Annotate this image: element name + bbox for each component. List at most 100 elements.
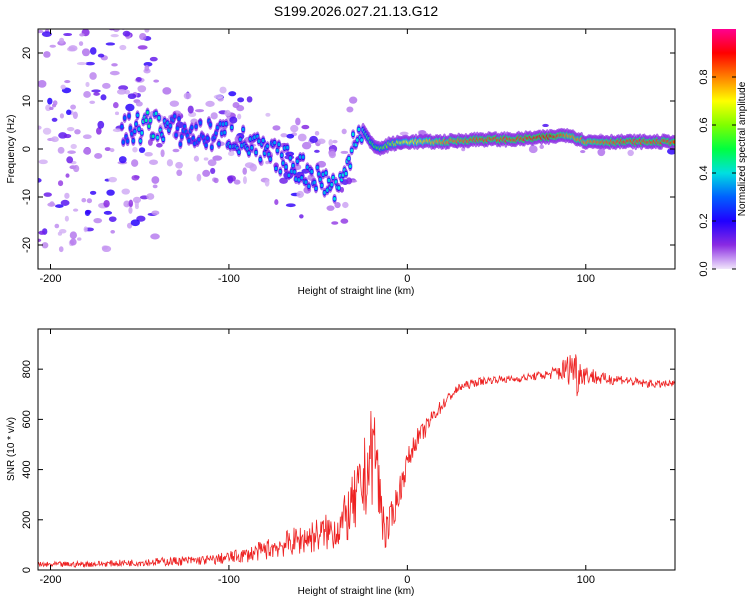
- spectrogram-noise-blob: [64, 79, 71, 84]
- spectrogram-ridge-core: [273, 140, 276, 145]
- spectrogram-noise-blob: [58, 246, 64, 253]
- spectrogram-ridge-core: [216, 125, 219, 130]
- spectrogram-noise-blob: [150, 233, 160, 240]
- spectrogram-ridge-core: [139, 139, 142, 143]
- spectrogram-noise-blob: [194, 109, 205, 113]
- spectrogram-noise-blob: [125, 103, 135, 112]
- spectrogram-ridge-core: [247, 151, 251, 155]
- spectrogram-noise-blob: [265, 112, 271, 117]
- spectrogram-noise-blob: [242, 176, 247, 185]
- spectrogram-ridge-core: [168, 123, 172, 128]
- spectrogram-noise-blob: [542, 123, 549, 128]
- spectrogram-ridge-core: [130, 132, 134, 136]
- spectrogram-ridge-core: [296, 159, 299, 164]
- spectrogram-noise-blob: [79, 17, 83, 23]
- spectrogram-noise-blob: [162, 87, 172, 95]
- spectrogram-noise-blob: [135, 76, 142, 82]
- spectrogram-noise-blob: [279, 177, 288, 184]
- spectrogram-ytick-label: 20: [21, 47, 33, 59]
- spectrogram-noise-blob: [50, 136, 59, 143]
- spectrogram-noise-blob: [89, 190, 97, 195]
- spectrogram-noise-blob: [66, 156, 74, 164]
- spectrogram-noise-blob: [210, 167, 216, 174]
- spectrogram-noise-blob: [45, 7, 51, 12]
- spectrogram-noise-blob: [66, 127, 75, 132]
- spectrogram-noise-blob: [83, 91, 91, 98]
- spectrogram-ridge-core: [157, 116, 161, 120]
- spectrogram-ridge-core: [176, 126, 179, 131]
- spectrogram-noise-blob: [89, 47, 97, 55]
- spectrogram-ridge-core: [120, 124, 124, 129]
- spectrogram-noise-blob: [193, 155, 200, 162]
- spectrogram-noise-blob: [106, 189, 115, 196]
- spectrogram-ridge-core: [304, 180, 308, 184]
- spectrogram-noise-blob: [112, 29, 120, 33]
- spectrogram-noise-blob: [237, 97, 245, 103]
- colorbar-tick-label: 0.2: [698, 213, 710, 228]
- spectrogram-ridge-core: [180, 134, 184, 139]
- spectrogram-noise-blob: [78, 41, 84, 46]
- spectrogram-marks: [35, 7, 675, 253]
- spectrogram-noise-blob: [114, 11, 124, 18]
- spectrogram-ridge-core: [326, 188, 329, 192]
- spectrogram-ridge-core: [254, 150, 258, 155]
- spectrogram-noise-blob: [35, 17, 44, 22]
- spectrogram-ridge-core: [250, 145, 254, 150]
- spectrogram-noise-blob: [326, 205, 335, 211]
- spectrogram-noise-blob: [111, 63, 118, 67]
- spectrogram-ridge-core: [306, 165, 309, 169]
- spectrogram-noise-blob: [137, 85, 147, 93]
- spectrogram-noise-blob: [128, 199, 134, 208]
- spectrogram-ridge-core: [351, 132, 355, 137]
- spectrogram-ridge-core: [217, 142, 221, 146]
- spectrogram-noise-blob: [86, 198, 93, 204]
- spectrogram-noise-blob: [132, 14, 140, 18]
- spectrogram-ridge-core: [277, 142, 281, 147]
- spectrogram-noise-blob: [166, 159, 173, 167]
- spectrogram-noise-blob: [108, 216, 117, 222]
- spectrogram-noise-blob: [91, 89, 101, 93]
- spectrogram-noise-blob: [42, 127, 52, 135]
- spectrogram-noise-blob: [314, 149, 320, 153]
- spectrogram-noise-blob: [187, 105, 194, 114]
- spectrogram-noise-blob: [89, 72, 97, 80]
- spectrogram-noise-blob: [73, 164, 80, 173]
- spectrogram-ridge-core: [291, 163, 295, 168]
- spectrogram-noise-blob: [97, 53, 105, 58]
- spectrogram-noise-blob: [228, 151, 235, 157]
- spectrogram-ridge-core: [293, 170, 296, 174]
- spectrogram-noise-blob: [118, 156, 127, 164]
- spectrogram-noise-blob: [274, 199, 279, 206]
- spectrogram-noise-blob: [85, 209, 92, 214]
- spectrogram-ridge-core: [173, 114, 177, 118]
- spectrogram-noise-blob: [539, 144, 544, 150]
- spectrogram-noise-blob: [296, 190, 304, 198]
- spectrogram-ridge-core: [300, 175, 304, 180]
- spectrogram-noise-blob: [81, 197, 87, 203]
- spectrogram-ridge-core: [284, 165, 288, 169]
- spectrogram-noise-blob: [280, 133, 288, 138]
- spectrogram-ridge-core: [288, 156, 292, 160]
- spectrogram-noise-blob: [64, 192, 70, 199]
- spectrogram-noise-blob: [38, 29, 44, 34]
- spectrogram-ridge-core: [123, 116, 127, 120]
- spectrogram-ridge-core: [323, 190, 326, 195]
- spectrogram-noise-blob: [295, 117, 301, 126]
- spectrogram-noise-blob: [113, 102, 119, 109]
- spectrogram-noise-blob: [627, 149, 634, 157]
- spectrogram-noise-blob: [82, 134, 92, 140]
- spectrogram-noise-blob: [128, 206, 133, 214]
- spectrogram-ridge-core: [314, 186, 318, 191]
- spectrogram-noise-blob: [328, 139, 333, 147]
- spectrogram-noise-blob: [109, 148, 115, 153]
- spectrogram-noise-blob: [64, 215, 69, 222]
- spectrogram-noise-blob: [169, 100, 180, 107]
- spectrogram-noise-blob: [126, 19, 133, 24]
- spectrogram-noise-blob: [131, 159, 139, 167]
- spectrogram-noise-blob: [41, 31, 52, 37]
- spectrogram-noise-blob: [43, 51, 51, 58]
- spectrogram-noise-blob: [332, 139, 338, 144]
- spectrogram-ridge-core: [320, 183, 324, 188]
- spectrogram-noise-blob: [57, 146, 65, 154]
